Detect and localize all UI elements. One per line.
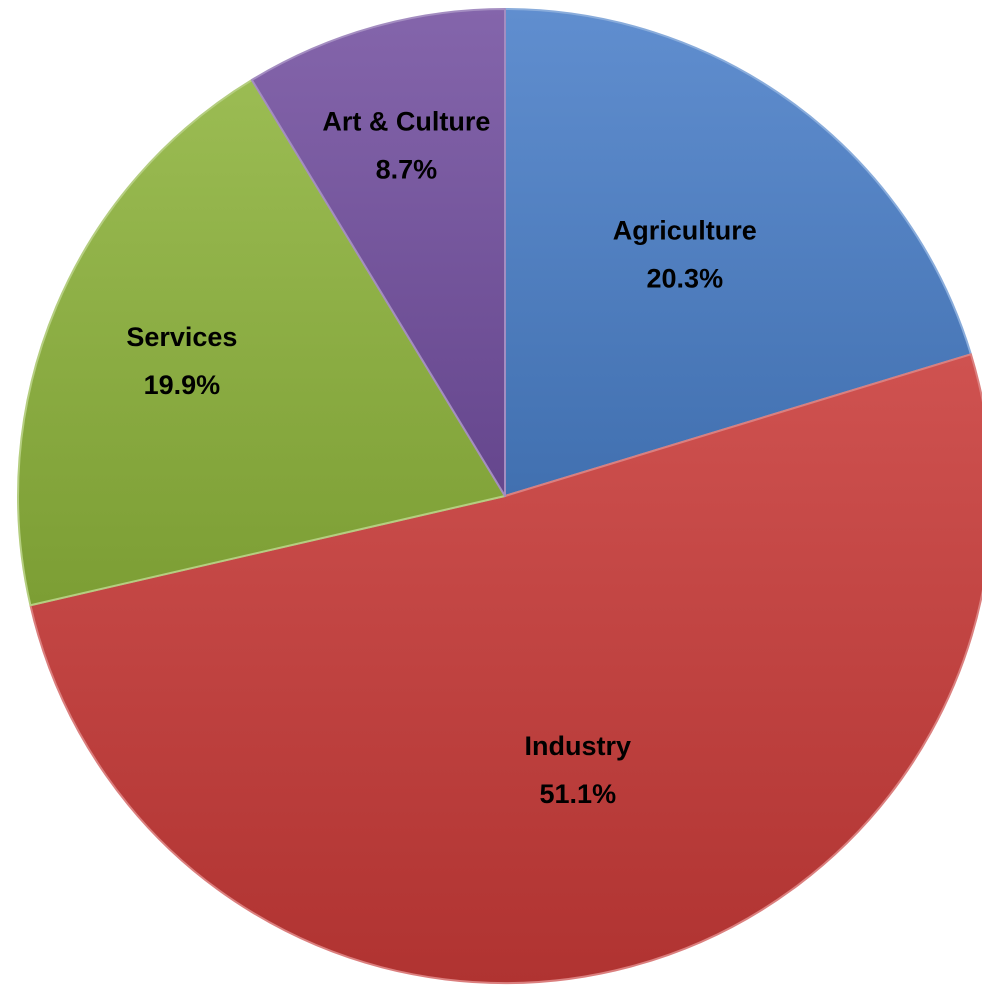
slice-label-services: Services [126, 322, 237, 352]
slice-value-industry: 51.1% [540, 779, 617, 809]
pie-labels: Agriculture 20.3% Industry 51.1% Services 19.… [126, 106, 756, 809]
slice-label-agriculture: Agriculture [613, 215, 757, 245]
pie-slice-services [17, 78, 506, 607]
slice-value-services: 19.9% [144, 370, 221, 400]
pie-slices [17, 8, 982, 985]
pie-slice-industry [29, 353, 982, 985]
slice-value-art-culture: 8.7% [376, 154, 438, 184]
pie-slice-art-culture [250, 8, 506, 497]
slice-value-agriculture: 20.3% [647, 263, 724, 293]
slice-label-art-culture: Art & Culture [322, 106, 490, 136]
slice-label-industry: Industry [525, 731, 632, 761]
pie-slice-agriculture [504, 8, 972, 497]
